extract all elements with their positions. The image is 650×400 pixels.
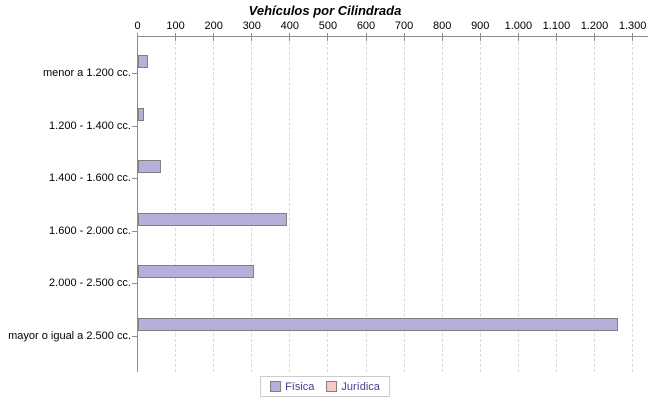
legend-item-fisica: Física <box>270 381 314 393</box>
x-axis-tick <box>251 33 253 41</box>
y-axis-tick <box>132 283 137 285</box>
bar-fisica <box>138 107 144 121</box>
legend-label-juridica: Jurídica <box>341 380 380 393</box>
gridline <box>594 37 595 372</box>
gridline <box>365 37 367 372</box>
x-axis-tick <box>175 33 177 41</box>
bar-fisica <box>138 160 161 174</box>
gridline <box>327 37 329 372</box>
x-axis-tick <box>441 33 443 41</box>
bar-fisica <box>138 265 255 279</box>
x-axis-tick-label: 300 <box>242 20 261 32</box>
x-axis-tick-label: 400 <box>280 20 299 32</box>
x-axis-tick <box>517 33 519 41</box>
y-axis-tick <box>132 178 137 180</box>
x-axis-tick-label: 1.200 <box>580 20 609 32</box>
gridline <box>632 37 634 372</box>
x-axis-tick-label: 1.300 <box>618 20 647 32</box>
x-axis-tick-label: 200 <box>204 20 223 32</box>
bar-fisica <box>138 55 148 68</box>
y-axis-tick <box>132 230 137 232</box>
x-axis-tick <box>403 33 405 41</box>
x-axis-tick <box>632 33 634 41</box>
gridline <box>479 37 481 372</box>
bar-fisica <box>138 318 618 331</box>
x-axis-tick-label: 1.100 <box>542 20 571 32</box>
y-axis-category-label: menor a 1.200 cc. <box>42 67 131 79</box>
y-axis-category-label: 1.400 - 1.600 cc. <box>49 172 131 185</box>
x-axis-tick <box>479 33 481 41</box>
gridline <box>403 37 405 372</box>
x-axis-tick-label: 600 <box>356 20 376 32</box>
x-axis-tick-label: 0 <box>134 20 141 32</box>
y-axis-tick <box>132 125 137 127</box>
y-axis-tick <box>132 336 137 337</box>
gridline <box>441 37 443 372</box>
gridline <box>289 37 291 372</box>
x-axis-tick-label: 1.000 <box>504 20 533 32</box>
y-axis-category-label: 2.000 - 2.500 cc. <box>49 277 131 290</box>
gridline <box>213 37 215 372</box>
gridline <box>517 37 519 372</box>
legend-label-fisica: Física <box>285 380 315 393</box>
y-axis-line <box>137 37 138 372</box>
juridica-color-swatch-icon <box>326 381 338 392</box>
x-axis-tick <box>289 33 291 41</box>
chart-title: Vehículos por Cilindrada <box>248 3 402 18</box>
x-axis-tick-label: 500 <box>318 20 338 32</box>
x-axis-tick-label: 700 <box>394 20 414 32</box>
x-axis-tick <box>365 33 367 41</box>
legend-item-juridica: Jurídica <box>326 381 380 393</box>
y-axis-category-label: 1.200 - 1.400 cc. <box>49 119 131 132</box>
x-axis-tick <box>327 33 329 41</box>
fisica-color-swatch-icon <box>270 381 282 392</box>
gridline <box>555 37 557 372</box>
y-axis-category-label: mayor o igual a 2.500 cc. <box>8 330 131 342</box>
gridline <box>251 37 253 372</box>
x-axis-tick-label: 100 <box>166 20 185 32</box>
y-axis-category-label: 1.600 - 2.000 cc. <box>49 224 131 237</box>
legend: Física Jurídica <box>260 376 390 397</box>
x-axis-tick <box>555 33 557 41</box>
x-axis-tick <box>594 33 595 41</box>
x-axis-tick <box>213 33 215 41</box>
bar-fisica <box>138 212 287 226</box>
gridline <box>175 37 177 372</box>
x-axis-tick-label: 800 <box>432 20 452 32</box>
y-axis-tick <box>132 73 137 74</box>
x-axis-tick-label: 900 <box>471 20 490 32</box>
x-axis-line <box>137 36 648 37</box>
